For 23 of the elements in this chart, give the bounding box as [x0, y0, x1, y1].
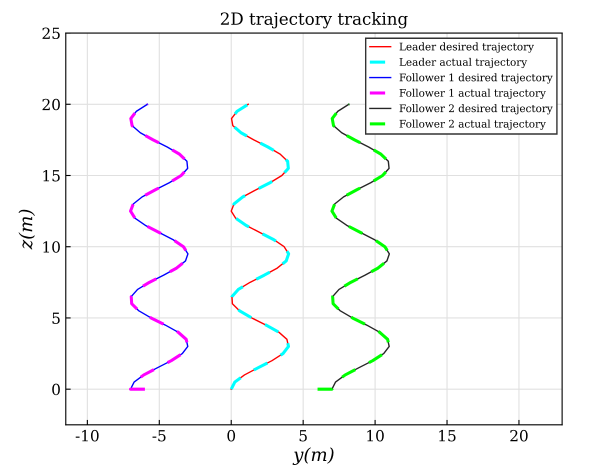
x-tick-label: -5: [152, 430, 166, 442]
legend-label: Follower 1 actual trajectory: [400, 88, 546, 99]
legend-label: Leader actual trajectory: [400, 58, 528, 68]
y-tick-label: 15: [43, 170, 60, 182]
chart-title: 2D trajectory tracking: [220, 12, 408, 28]
legend-label: Leader desired trajectory: [400, 42, 534, 53]
y-tick-label: 0: [52, 384, 60, 396]
legend-label: Follower 2 actual trajectory: [400, 120, 546, 130]
x-tick-label: 5: [300, 430, 307, 442]
y-tick-label: 20: [42, 98, 60, 110]
y-tick-label: 10: [43, 241, 60, 253]
y-tick-label: 5: [52, 312, 60, 324]
x-tick-label: 10: [367, 430, 384, 442]
legend-label: Follower 1 desired trajectory: [400, 73, 553, 84]
x-tick-label: 20: [510, 430, 528, 442]
x-tick-label: 15: [439, 430, 456, 442]
x-tick-label: 0: [227, 430, 236, 442]
legend-label: Follower 2 desired trajectory: [400, 104, 553, 114]
y-tick-label: 25: [42, 28, 60, 40]
x-tick-label: -10: [76, 430, 99, 442]
line-series: [316, 102, 391, 391]
x-axis-title: y(m): [292, 447, 334, 465]
y-axis-title: z(m): [18, 210, 35, 250]
